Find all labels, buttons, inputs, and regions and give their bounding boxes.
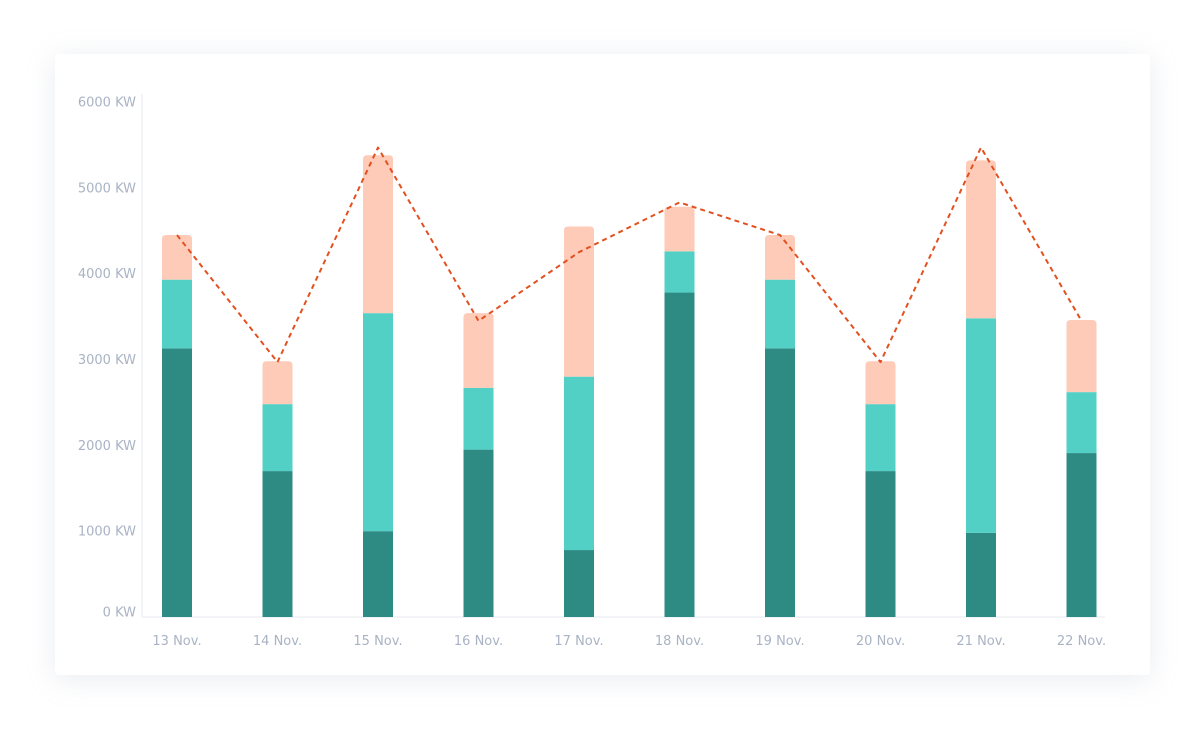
x-tick-label: 15 Nov. bbox=[353, 634, 402, 649]
y-tick-label: 4000 KW bbox=[78, 267, 136, 282]
bar-segment-base bbox=[463, 449, 494, 617]
bar-segment-top bbox=[463, 313, 494, 388]
bar-segment-top bbox=[564, 226, 594, 377]
bar-segment-base bbox=[865, 471, 896, 617]
bar-segment-base bbox=[664, 292, 695, 617]
bar-segment-middle bbox=[463, 387, 494, 450]
bar-stack bbox=[1066, 320, 1097, 617]
bar-segment-top bbox=[664, 206, 695, 252]
bar-segment-middle bbox=[765, 279, 795, 349]
bar-segment-base bbox=[966, 532, 996, 617]
x-tick-label: 13 Nov. bbox=[152, 634, 201, 649]
bar-stack bbox=[463, 313, 494, 617]
x-tick-label: 14 Nov. bbox=[253, 634, 302, 649]
x-tick-label: 22 Nov. bbox=[1057, 634, 1106, 649]
bar-segment-top bbox=[765, 235, 795, 280]
bar-stack bbox=[865, 361, 896, 617]
bar-segment-middle bbox=[966, 318, 996, 533]
bar-segment-base bbox=[162, 348, 192, 617]
bar-stack bbox=[363, 155, 393, 617]
x-tick-label: 17 Nov. bbox=[554, 634, 603, 649]
bar-stack bbox=[664, 206, 695, 617]
bar-stack bbox=[262, 361, 293, 617]
y-tick-label: 6000 KW bbox=[78, 96, 136, 111]
trend-line bbox=[176, 146, 1083, 364]
bar-segment-top bbox=[1066, 320, 1097, 393]
bar-segment-middle bbox=[363, 313, 393, 532]
y-tick-label: 1000 KW bbox=[78, 525, 136, 540]
x-tick-label: 19 Nov. bbox=[755, 634, 804, 649]
bar-segment-top bbox=[363, 155, 393, 314]
bar-segment-middle bbox=[664, 251, 695, 293]
bar-segment-top bbox=[262, 361, 293, 405]
bar-segment-top bbox=[865, 361, 896, 405]
y-tick-label: 2000 KW bbox=[78, 439, 136, 454]
bar-stack bbox=[765, 235, 795, 617]
bar-segment-top bbox=[966, 160, 996, 319]
bar-stack bbox=[966, 160, 996, 617]
x-tick-label: 16 Nov. bbox=[454, 634, 503, 649]
bar-segment-base bbox=[262, 471, 293, 617]
bar-segment-middle bbox=[865, 404, 896, 472]
bar-segment-top bbox=[162, 235, 192, 280]
bars bbox=[162, 155, 1097, 617]
bar-segment-base bbox=[1066, 453, 1097, 617]
bar-segment-middle bbox=[262, 404, 293, 472]
bar-stack bbox=[162, 235, 192, 617]
y-tick-label: 3000 KW bbox=[78, 353, 136, 368]
bar-segment-base bbox=[363, 531, 393, 617]
bar-segment-base bbox=[765, 348, 795, 617]
y-tick-label: 5000 KW bbox=[78, 181, 136, 196]
bar-segment-middle bbox=[564, 376, 594, 551]
bar-segment-base bbox=[564, 550, 594, 617]
y-tick-label: 0 KW bbox=[103, 606, 136, 621]
trend-line-group bbox=[176, 146, 1083, 364]
x-axis: 13 Nov. 14 Nov. 15 Nov. 16 Nov. 17 Nov. 18 No… bbox=[142, 616, 1106, 649]
bar-stack bbox=[564, 226, 594, 617]
x-tick-label: 18 Nov. bbox=[655, 634, 704, 649]
x-tick-label: 20 Nov. bbox=[856, 634, 905, 649]
bar-segment-middle bbox=[162, 279, 192, 349]
y-axis: 0 KW 1000 KW 2000 KW 3000 KW 4000 KW 5000 KW 6… bbox=[78, 94, 143, 621]
x-tick-label: 21 Nov. bbox=[956, 634, 1005, 649]
bar-segment-middle bbox=[1066, 392, 1097, 454]
